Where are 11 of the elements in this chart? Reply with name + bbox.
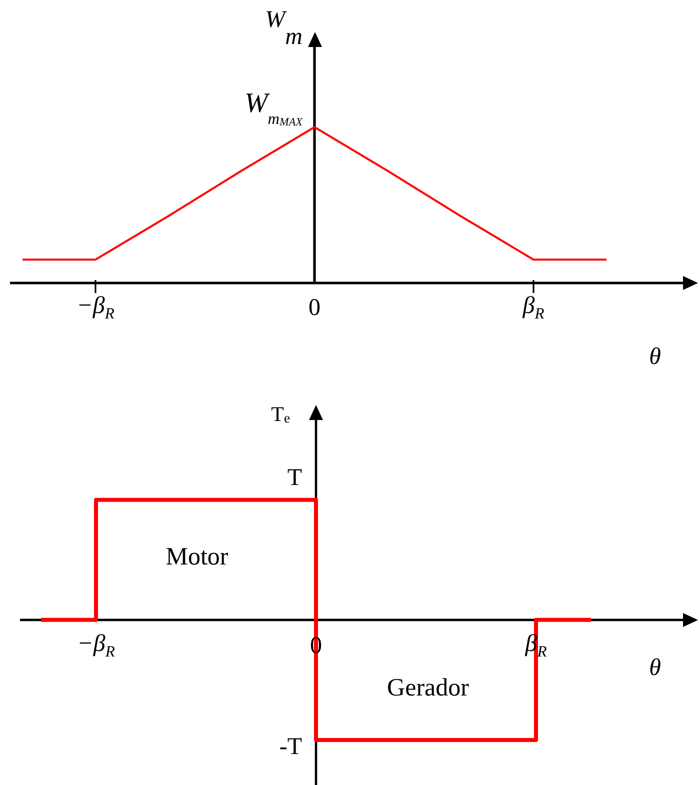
x-tick-label: β$_{R}$ — [522, 292, 544, 322]
x-tick-label: 0 — [308, 295, 320, 321]
annotation: Motor — [166, 544, 228, 570]
x-axis-title: θ — [649, 344, 661, 370]
annotation: Gerador — [387, 674, 469, 702]
annotation: -T — [279, 734, 302, 760]
x-axis-title: θ — [649, 654, 661, 681]
annotation: T — [287, 464, 302, 491]
x-tick-label: −β$_{R}$ — [76, 292, 114, 322]
y-axis-title: T$_{e}$ — [271, 402, 290, 426]
x-tick-label: −β$_{R}$ — [77, 630, 115, 660]
